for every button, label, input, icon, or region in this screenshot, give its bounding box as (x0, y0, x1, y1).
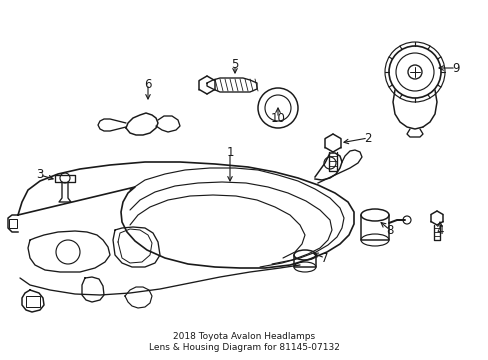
Bar (9, 219, 17, 228)
Text: 4: 4 (435, 224, 443, 237)
Bar (26, 296, 40, 307)
Text: 1: 1 (226, 147, 233, 159)
Text: 2018 Toyota Avalon Headlamps
Lens & Housing Diagram for 81145-07132: 2018 Toyota Avalon Headlamps Lens & Hous… (149, 332, 339, 352)
Text: 8: 8 (386, 224, 393, 237)
Text: 7: 7 (321, 252, 328, 265)
Text: 5: 5 (231, 58, 238, 72)
Text: 3: 3 (36, 168, 43, 181)
Text: 10: 10 (270, 112, 285, 125)
Text: 6: 6 (144, 77, 151, 90)
Text: 2: 2 (364, 131, 371, 144)
Text: 9: 9 (451, 62, 459, 75)
